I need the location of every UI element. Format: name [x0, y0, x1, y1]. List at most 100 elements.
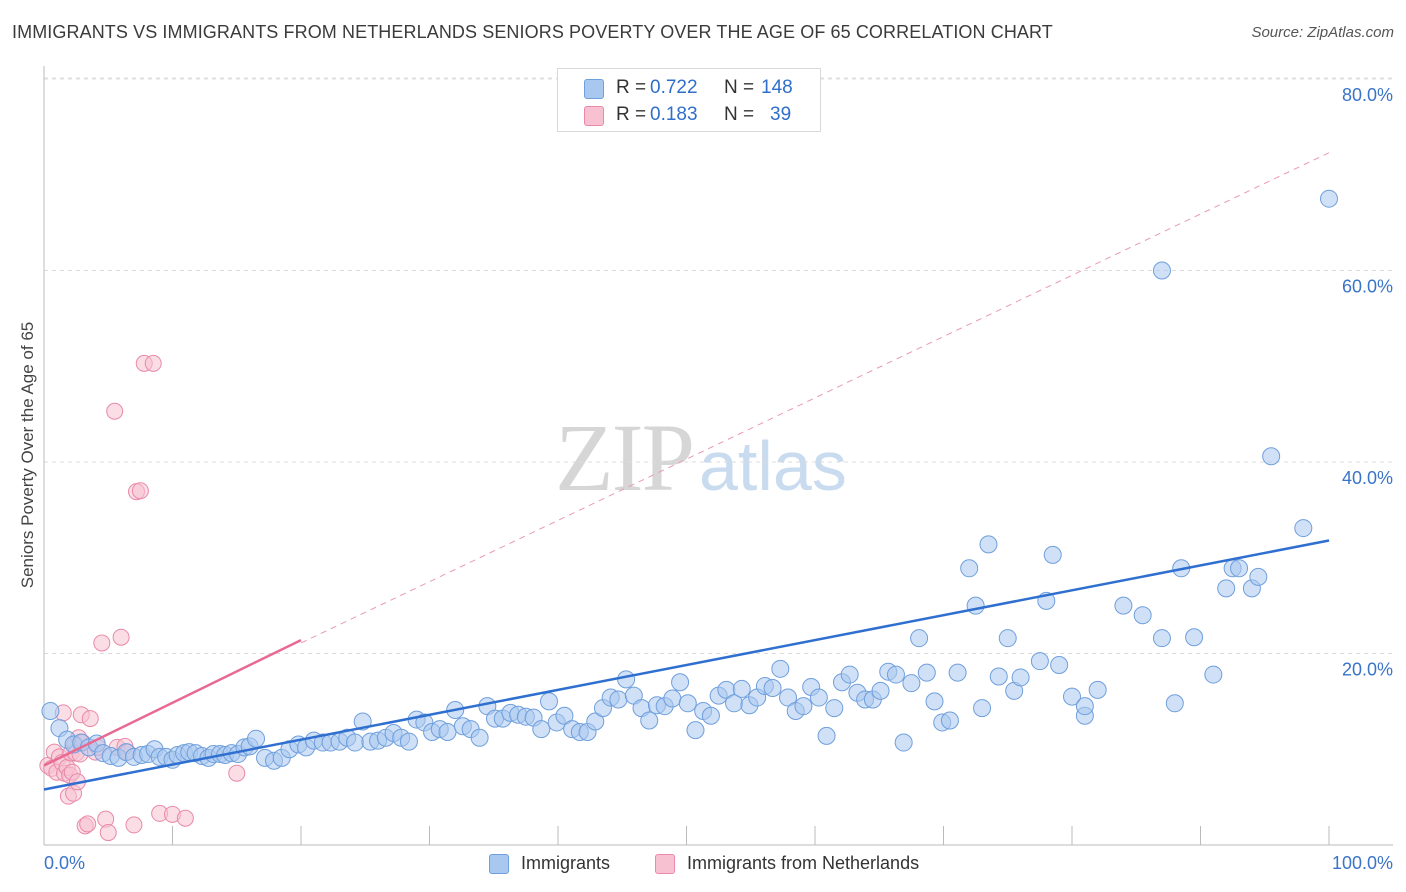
legend-swatch-immigrants — [584, 79, 604, 99]
legend-n-value: 148 — [761, 77, 793, 98]
watermark-atlas: atlas — [699, 427, 847, 505]
legend-n-label: N = — [724, 77, 755, 98]
data-point-immigrants — [973, 699, 992, 718]
legend-row-immigrants: R = 0.722 N = 148 — [558, 75, 820, 101]
data-point-immigrants — [1050, 655, 1069, 674]
trend-line-netherlands — [43, 638, 302, 767]
data-point-netherlands — [106, 402, 124, 420]
data-point-immigrants — [470, 728, 489, 747]
data-point-immigrants — [925, 692, 944, 711]
data-point-immigrants — [998, 629, 1017, 648]
data-point-immigrants — [586, 712, 605, 731]
legend-n-label: N = — [724, 104, 755, 125]
data-point-immigrants — [1185, 628, 1204, 647]
data-point-immigrants — [1088, 680, 1107, 699]
legend-row-netherlands: R = 0.183 N = 39 — [558, 102, 820, 128]
data-point-immigrants — [1030, 652, 1049, 671]
data-point-immigrants — [1249, 567, 1268, 586]
series-netherlands-points — [39, 354, 246, 842]
data-point-immigrants — [732, 679, 751, 698]
data-point-netherlands — [112, 628, 130, 646]
data-point-immigrants — [989, 667, 1008, 686]
watermark: ZIPatlas — [555, 402, 847, 513]
data-point-immigrants — [1230, 559, 1249, 578]
data-point-immigrants — [886, 665, 905, 684]
data-point-netherlands — [79, 815, 97, 833]
data-point-netherlands — [99, 824, 117, 842]
data-point-netherlands — [228, 764, 246, 782]
data-point-immigrants — [617, 670, 636, 689]
data-point-immigrants — [917, 663, 936, 682]
data-point-immigrants — [779, 688, 798, 707]
data-point-immigrants — [41, 701, 60, 720]
data-point-immigrants — [1043, 545, 1062, 564]
data-point-immigrants — [817, 726, 836, 745]
data-point-immigrants — [686, 721, 705, 740]
data-point-immigrants — [771, 659, 790, 678]
data-point-immigrants — [1152, 261, 1171, 280]
legend-r-label: R = — [616, 104, 647, 125]
data-point-immigrants — [763, 678, 782, 697]
y-tick-label: 40.0% — [1342, 468, 1393, 488]
series-immigrants-points — [41, 189, 1338, 770]
data-point-immigrants — [1063, 687, 1081, 706]
data-point-immigrants — [1075, 697, 1094, 716]
legend-r-value: 0.722 — [650, 77, 698, 98]
x-tick-label: 100.0% — [1332, 853, 1393, 873]
data-point-netherlands — [131, 482, 149, 500]
data-point-immigrants — [555, 706, 574, 725]
data-point-immigrants — [960, 559, 979, 578]
data-point-immigrants — [609, 690, 628, 709]
data-point-immigrants — [1294, 519, 1313, 538]
data-point-netherlands — [176, 809, 194, 827]
data-point-immigrants — [1320, 189, 1338, 208]
legend-swatch-netherlands — [584, 106, 604, 126]
data-point-netherlands — [93, 634, 111, 652]
x-tick-label: 0.0% — [44, 853, 85, 873]
data-point-immigrants — [1133, 606, 1152, 625]
data-point-immigrants — [825, 699, 844, 718]
data-point-immigrants — [794, 697, 813, 716]
legend-r-value: 0.183 — [650, 104, 698, 125]
data-point-immigrants — [902, 674, 921, 693]
data-point-immigrants — [345, 733, 364, 752]
data-point-netherlands — [125, 816, 143, 834]
legend-swatch-immigrants — [489, 854, 509, 874]
watermark-zip: ZIP — [555, 404, 695, 511]
data-point-immigrants — [1262, 447, 1281, 466]
data-point-immigrants — [640, 711, 659, 730]
axes — [43, 66, 1393, 846]
data-point-immigrants — [1165, 694, 1184, 713]
chart-title: IMMIGRANTS VS IMMIGRANTS FROM NETHERLAND… — [12, 22, 1053, 42]
data-point-immigrants — [532, 720, 551, 739]
y-tick-label: 60.0% — [1342, 277, 1393, 297]
data-point-immigrants — [701, 706, 720, 725]
data-point-immigrants — [438, 723, 457, 742]
data-point-immigrants — [948, 663, 967, 682]
data-point-netherlands — [144, 354, 162, 372]
data-point-immigrants — [663, 689, 682, 708]
legend-n-value: 39 — [770, 104, 792, 125]
tick-labels: 20.0% 40.0% 60.0% 80.0% 0.0% 100.0% — [44, 85, 1393, 873]
data-point-immigrants — [671, 673, 690, 692]
data-point-immigrants — [871, 681, 890, 700]
data-point-immigrants — [1152, 629, 1171, 648]
data-point-immigrants — [399, 732, 418, 751]
source-label: Source: ZipAtlas.com — [1251, 24, 1394, 41]
data-point-immigrants — [979, 535, 998, 554]
trend-lines — [43, 152, 1330, 791]
data-point-immigrants — [966, 596, 985, 615]
data-point-immigrants — [1217, 579, 1236, 598]
data-point-immigrants — [247, 729, 266, 748]
data-point-immigrants — [1204, 665, 1223, 684]
data-point-immigrants — [840, 665, 859, 684]
y-tick-label: 80.0% — [1342, 85, 1393, 105]
data-point-immigrants — [809, 688, 828, 707]
data-point-immigrants — [910, 629, 929, 648]
correlation-legend: R = 0.722 N = 148 R = 0.183 N = 39 — [557, 68, 821, 132]
data-point-immigrants — [940, 711, 959, 730]
data-point-immigrants — [540, 692, 559, 711]
legend-label-immigrants: Immigrants — [521, 853, 611, 873]
legend-swatch-netherlands — [655, 854, 675, 874]
